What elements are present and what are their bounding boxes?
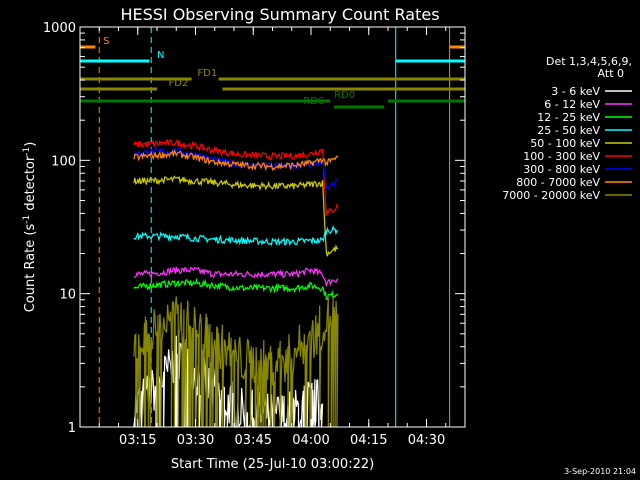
y-tick-label-2: 100	[51, 154, 76, 169]
x-tick-label-3: 04:00	[292, 433, 329, 448]
legend-label-3: 25 - 50 keV	[537, 124, 600, 137]
legend-label-4: 50 - 100 keV	[530, 137, 600, 150]
legend-label-7: 800 - 7000 keV	[516, 176, 600, 189]
legend-title-1: Att 0	[598, 67, 624, 80]
y-tick-label-0: 1	[68, 421, 76, 436]
y-tick-label-3: 1000	[43, 21, 76, 36]
legend-label-6: 300 - 800 keV	[523, 163, 600, 176]
x-tick-label-0: 03:15	[119, 433, 156, 448]
x-tick-label-1: 03:30	[177, 433, 214, 448]
flag-label-s: S	[103, 36, 109, 47]
series-line-1	[133, 266, 339, 287]
series-line-2	[133, 277, 339, 301]
flag-label-fd1: FD1	[197, 68, 217, 79]
legend-label-1: 6 - 12 keV	[544, 98, 600, 111]
chart-title: HESSI Observing Summary Count Rates	[120, 5, 439, 24]
legend-label-8: 7000 - 20000 keV	[502, 189, 600, 202]
x-tick-label-2: 03:45	[235, 433, 272, 448]
flag-label-rd0: RD0	[334, 90, 355, 101]
x-tick-label-5: 04:30	[408, 433, 445, 448]
series-line-7	[133, 148, 339, 172]
series-line-3	[133, 224, 339, 247]
flag-label-fd2: FD2	[169, 78, 189, 89]
legend-title-0: Det 1,3,4,5,6,9,	[546, 55, 632, 68]
legend-label-5: 100 - 300 keV	[523, 150, 600, 163]
flag-label-rd6: RD6	[303, 96, 324, 107]
legend-label-0: 3 - 6 keV	[551, 85, 600, 98]
series-line-0	[133, 335, 324, 428]
x-tick-label-4: 04:15	[350, 433, 387, 448]
y-axis-label: Count Rate (s-1 detector-1)	[22, 142, 38, 313]
series-line-4	[133, 175, 339, 257]
x-axis-label: Start Time (25-Jul-10 03:00:22)	[171, 457, 374, 472]
series-line-5	[133, 138, 339, 216]
flag-label-n: N	[157, 50, 164, 61]
series-line-8	[133, 296, 339, 428]
y-tick-label-1: 10	[59, 288, 76, 303]
legend-label-2: 12 - 25 keV	[537, 111, 600, 124]
footer-date: 3-Sep-2010 21:04	[564, 467, 636, 476]
